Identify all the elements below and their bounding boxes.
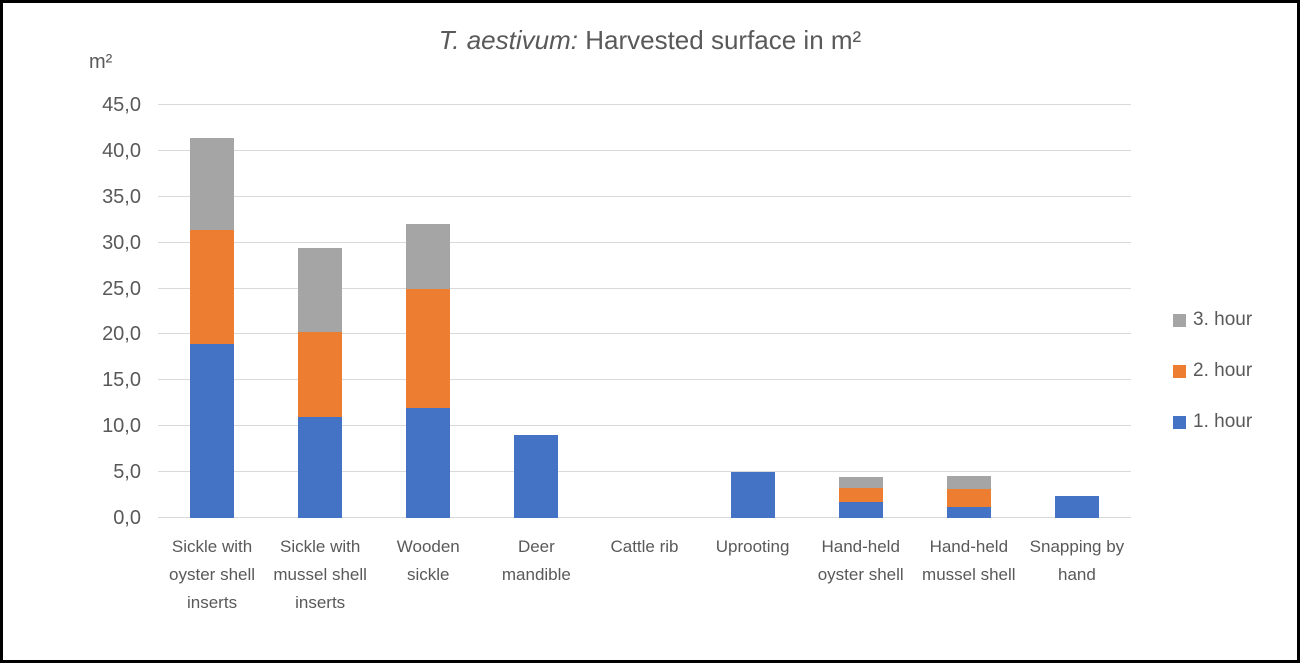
y-tick-label: 40,0 [102,139,141,162]
gridlines-layer [158,104,1131,518]
bar-segment [190,138,235,230]
x-tick-label: Sickle with mussel shell inserts [266,533,374,617]
bar-segment [946,475,991,489]
legend-swatch-icon [1173,313,1186,327]
legend-item: 2. hour [1173,360,1252,382]
gridline [158,195,1131,197]
x-tick-label-text: Uprooting [715,537,790,556]
y-tick-label: 25,0 [102,277,141,300]
y-tick-label: 0,0 [113,507,141,529]
bar-slot [590,105,698,518]
gridline [158,287,1131,289]
bar-slot [915,105,1023,518]
chart-title-species: T. aestivum: [438,25,578,55]
legend-label: 2. hour [1193,360,1253,381]
y-tick-label: 30,0 [102,231,141,254]
gridline [158,517,1131,518]
bar-segment [730,472,775,518]
gridline [158,379,1131,381]
x-tick-label: Snapping by hand [1023,533,1131,617]
bar-segment [838,501,883,518]
bars-layer [158,105,1131,518]
bar-segment [946,488,991,507]
y-tick-label: 45,0 [102,94,141,116]
x-tick-label-text: Hand-held mussel shell [922,537,1016,584]
x-tick-label-text: Hand-held oyster shell [817,537,904,584]
bar-segment [190,229,235,344]
bar-segment [1054,495,1099,518]
x-tick-label: Cattle rib [590,533,698,617]
legend-swatch-icon [1173,364,1186,378]
plot-area [158,104,1131,518]
bar-slot [482,105,590,518]
chart-title: T. aestivum: Harvested surface in m² [3,25,1297,56]
bar-segment [406,224,451,289]
bar-slot [699,105,807,518]
x-axis-labels: Sickle with oyster shell inserts Sickle w… [158,533,1131,617]
legend-label: 1. hour [1193,411,1253,432]
gridline [158,471,1131,473]
legend-swatch-icon [1173,415,1186,429]
bar-slot [266,105,374,518]
x-tick-label: Hand-held mussel shell [915,533,1023,617]
y-tick-label: 10,0 [102,415,141,438]
x-tick-label-text: Wooden sickle [396,537,460,584]
bar-slot [374,105,482,518]
bar-segment [298,248,343,332]
x-tick-label: Deer mandible [482,533,590,617]
x-tick-label-text: Snapping by hand [1029,537,1125,584]
gridline [158,333,1131,335]
x-tick-label-text: Deer mandible [501,537,571,584]
x-tick-label-text: Sickle with mussel shell inserts [273,537,367,612]
bar-segment [190,343,235,518]
gridline [158,149,1131,151]
legend-item: 3. hour [1173,309,1252,331]
legend-label: 3. hour [1193,309,1253,330]
x-tick-label-text: Sickle with oyster shell inserts [169,537,256,612]
bar-segment [946,507,991,518]
bar-segment [298,417,343,518]
bar-segment [406,407,451,518]
y-tick-label: 5,0 [113,461,141,484]
legend-item: 1. hour [1173,411,1252,433]
bar-slot [807,105,915,518]
x-tick-label: Hand-held oyster shell [807,533,915,617]
x-tick-label: Wooden sickle [374,533,482,617]
y-tick-label: 35,0 [102,185,141,208]
x-tick-label: Uprooting [699,533,807,617]
gridline [158,425,1131,427]
bar-segment [514,435,559,518]
gridline [158,241,1131,243]
bar-segment [298,331,343,418]
y-tick-label: 15,0 [102,369,141,392]
bar-slot [158,105,266,518]
bar-segment [838,476,883,488]
y-axis-labels: 0,0 5,0 10,0 15,0 20,0 25,0 30,0 35,0 40,0 45,0 [3,94,141,529]
y-tick-label: 20,0 [102,323,141,346]
chart-title-text: Harvested surface in m² [578,25,862,55]
bar-segment [838,487,883,502]
bar-segment [406,288,451,408]
gridline [158,104,1131,105]
x-tick-label-text: Cattle rib [610,537,679,556]
bar-slot [1023,105,1131,518]
legend: 3. hour 2. hour 1. hour [1173,309,1252,433]
x-tick-label: Sickle with oyster shell inserts [158,533,266,617]
y-axis-unit-label: m² [89,51,113,73]
